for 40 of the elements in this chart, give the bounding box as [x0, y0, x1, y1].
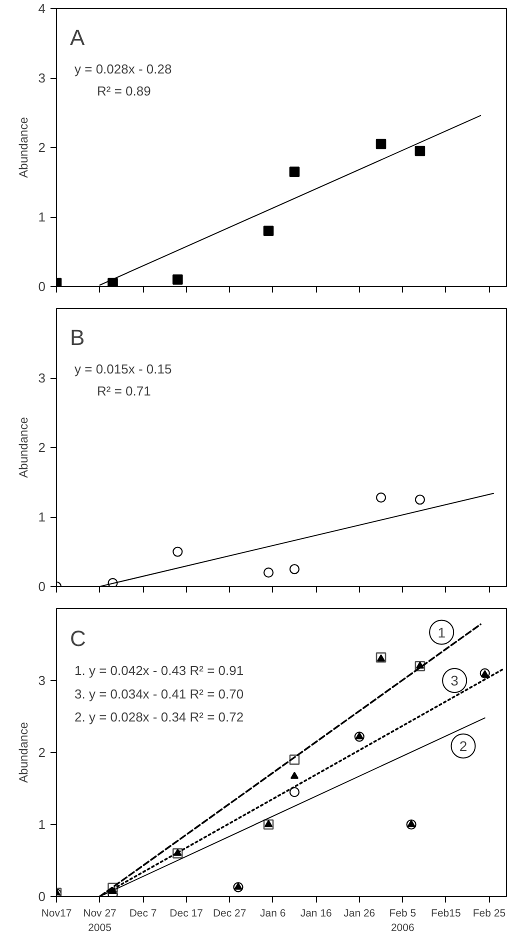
- y-tick-label: 2: [38, 440, 46, 455]
- x-tick-label: Dec 17: [170, 908, 204, 920]
- y-tick-label: 2: [38, 745, 46, 760]
- annotation: 2: [459, 738, 468, 754]
- y-tick-label: 3: [38, 673, 46, 688]
- x-tick-label: Jan 6: [260, 908, 286, 920]
- x-tick-label: Feb15: [431, 908, 461, 920]
- y-tick-label: 1: [38, 510, 46, 524]
- x-tick-label: Nov17: [41, 908, 72, 920]
- annotation: y = 0.015x - 0.15: [74, 361, 172, 376]
- x-tick-label: Feb 25: [472, 908, 506, 920]
- annotation: y = 0.028x - 0.28: [74, 61, 172, 76]
- annotation: R² = 0.89: [97, 84, 151, 99]
- x-tick-label: Jan 16: [300, 908, 332, 920]
- y-tick-label: 1: [38, 817, 46, 832]
- x-tick-label: Dec 7: [129, 908, 157, 920]
- annotation: 1: [438, 624, 446, 640]
- y-tick-label: 1: [38, 210, 46, 224]
- text: B: [70, 325, 85, 350]
- text: C: [70, 626, 86, 651]
- text: A: [70, 25, 85, 50]
- x-tick-label: Jan 26: [344, 908, 376, 920]
- y-tick-label: 0: [38, 579, 46, 594]
- annotation: 1. y = 0.042x - 0.43 R² = 0.91: [74, 663, 244, 678]
- y-axis-title: Abundance: [16, 116, 30, 178]
- y-tick-label: 3: [38, 70, 46, 86]
- annotation: 2. y = 0.028x - 0.34 R² = 0.72: [74, 709, 244, 724]
- x-tick-label: Feb 5 2006: [389, 908, 416, 934]
- y-tick-label: 3: [38, 370, 46, 386]
- y-tick-label: 0: [38, 889, 46, 904]
- y-tick-label: 2: [38, 140, 46, 155]
- x-tick-label: Nov 27 2005: [83, 908, 117, 934]
- annotation: 3. y = 0.034x - 0.41 R² = 0.70: [74, 686, 244, 702]
- annotation: 3: [450, 672, 459, 688]
- annotation: R² = 0.71: [97, 384, 151, 399]
- y-tick-label: 4: [38, 1, 46, 16]
- y-axis-title: Abundance: [16, 416, 30, 478]
- y-tick-label: 0: [38, 279, 46, 294]
- y-axis-title: Abundance: [16, 722, 30, 783]
- x-tick-label: Dec 27: [212, 908, 246, 920]
